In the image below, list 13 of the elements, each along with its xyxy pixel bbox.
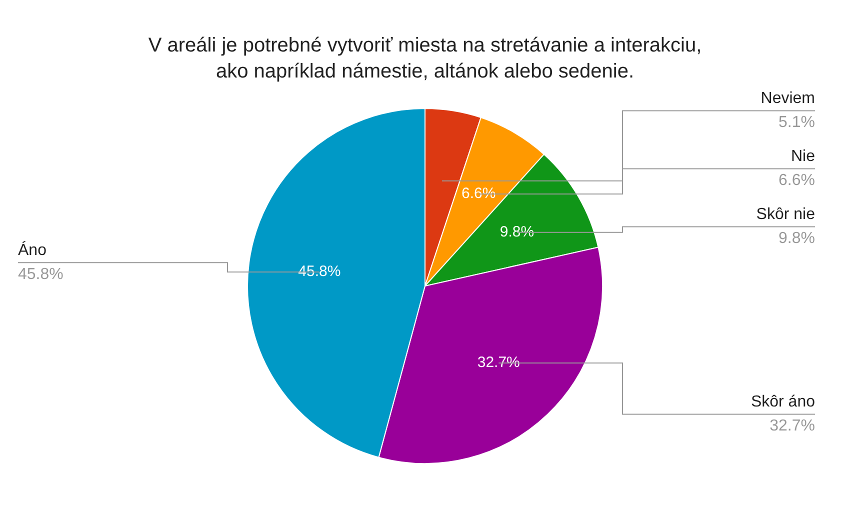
data-label: 5.1%: [778, 114, 815, 132]
text: 45.8%: [18, 266, 64, 284]
text: 32.7%: [770, 418, 815, 435]
slice-label: Skôr áno: [750, 394, 816, 411]
data-label: 9.8%: [500, 224, 534, 241]
slice-label: Skôr nie: [756, 206, 816, 224]
slice-label: Áno: [18, 241, 47, 260]
data-label: 45.8%: [298, 263, 341, 280]
slice-label: Neviem: [760, 90, 815, 108]
text: 6.6%: [778, 172, 815, 190]
slice-label: Nie: [790, 148, 816, 166]
chart-title: V areáli je potrebné vytvoriť miesta na stretávanie a interakciu, ako napríklad námestie, altánok alebo sedenie.: [148, 34, 702, 83]
text: 9.8%: [778, 230, 815, 248]
